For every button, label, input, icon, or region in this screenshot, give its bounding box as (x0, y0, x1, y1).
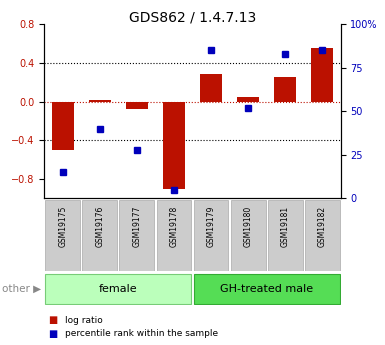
Bar (163, 101, 185, 189)
Bar (45, 274, 191, 304)
Bar (268, 200, 303, 271)
Bar (231, 200, 266, 271)
Bar (89, 100, 111, 101)
Bar (311, 48, 333, 101)
Bar (194, 274, 340, 304)
Text: female: female (99, 284, 138, 294)
Text: GSM19181: GSM19181 (281, 206, 290, 247)
Bar (119, 200, 154, 271)
Text: percentile rank within the sample: percentile rank within the sample (65, 329, 219, 338)
Bar (126, 101, 148, 109)
Text: ■: ■ (48, 315, 57, 325)
Text: ■: ■ (48, 329, 57, 338)
Text: GSM19178: GSM19178 (169, 206, 179, 247)
Text: GSM19182: GSM19182 (318, 206, 327, 247)
Text: GSM19179: GSM19179 (206, 206, 216, 247)
Bar (305, 200, 340, 271)
Bar (194, 200, 228, 271)
Text: GSM19175: GSM19175 (58, 206, 67, 247)
Bar (157, 200, 191, 271)
Text: GDS862 / 1.4.7.13: GDS862 / 1.4.7.13 (129, 10, 256, 24)
Bar (237, 97, 259, 101)
Text: GSM19177: GSM19177 (132, 206, 141, 247)
Bar (52, 101, 74, 150)
Bar (274, 77, 296, 101)
Text: other ▶: other ▶ (2, 284, 41, 294)
Text: log ratio: log ratio (65, 316, 103, 325)
Text: GH-treated male: GH-treated male (220, 284, 313, 294)
Text: GSM19180: GSM19180 (244, 206, 253, 247)
Text: GSM19176: GSM19176 (95, 206, 104, 247)
Bar (200, 75, 222, 101)
Bar (82, 200, 117, 271)
Bar (45, 200, 80, 271)
